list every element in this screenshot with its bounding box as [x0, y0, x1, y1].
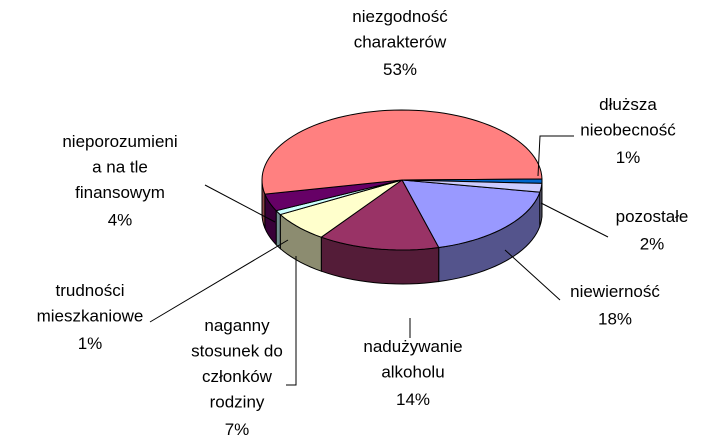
label-line: a na tle — [92, 158, 148, 177]
label-line: nadużywanie — [363, 337, 462, 356]
slice — [264, 179, 403, 212]
value-label: 1% — [616, 148, 641, 167]
slice — [401, 179, 543, 193]
label-line: niewierność — [570, 282, 660, 301]
slice — [401, 179, 541, 249]
category-label: dłuższa nieobecność — [580, 95, 676, 140]
slice — [320, 179, 440, 251]
value-label: 4% — [108, 211, 133, 230]
category-label: trudności mieszkaniowe — [37, 281, 144, 326]
leader-line — [504, 249, 561, 301]
leader-line — [540, 202, 609, 238]
slice — [279, 179, 403, 238]
label-line: rodziny — [210, 393, 265, 412]
value-label: 14% — [396, 390, 430, 409]
label-line: pozostałe — [616, 207, 689, 226]
label-line: mieszkaniowe — [37, 307, 144, 326]
leader-line — [204, 184, 276, 223]
category-label: naganny stosunek do członków rodziny — [191, 316, 283, 412]
category-label: niewierność — [570, 282, 660, 301]
value-label: 53% — [383, 60, 417, 79]
slice — [261, 109, 543, 195]
leader-line — [286, 256, 297, 386]
label-line: dłuższa — [599, 95, 657, 114]
label-line: nieobecność — [580, 121, 676, 140]
label-line: alkoholu — [381, 363, 444, 382]
label-line: finansowym — [75, 183, 165, 202]
leader-line — [537, 135, 574, 177]
label-line: stosunek do — [191, 342, 283, 361]
leader-line — [149, 239, 289, 323]
label-line: trudności — [56, 281, 125, 300]
category-label: pozostałe — [616, 207, 689, 226]
label-line: członków — [202, 367, 273, 386]
label-line: nieporozumieni — [62, 132, 177, 151]
value-label: 7% — [225, 420, 250, 439]
label-line: naganny — [204, 316, 270, 335]
category-label: nadużywanie alkoholu — [363, 337, 462, 382]
category-label: nieporozumieni a na tle finansowym — [62, 132, 177, 202]
label-line: niezgodność — [352, 7, 448, 26]
value-label: 18% — [598, 310, 632, 329]
label-line: charakterów — [354, 33, 447, 52]
category-label: niezgodność charakterów — [352, 7, 448, 52]
slice-side — [275, 209, 281, 250]
value-label: 2% — [640, 235, 665, 254]
value-label: 1% — [78, 334, 103, 353]
